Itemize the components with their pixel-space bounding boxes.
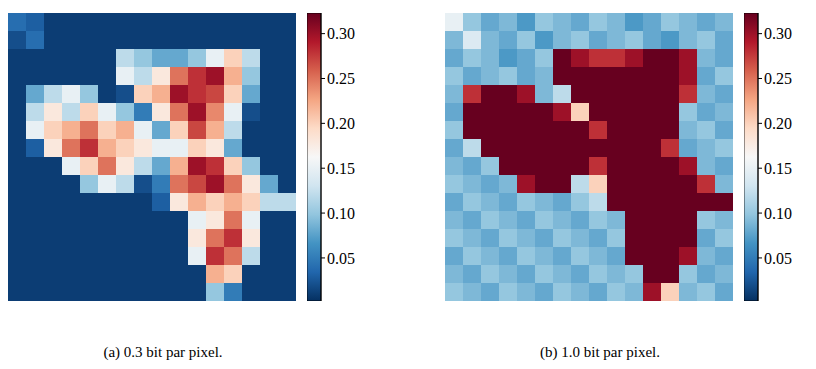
svg-text:0.30: 0.30 xyxy=(327,25,355,42)
svg-text:0.10: 0.10 xyxy=(327,205,355,222)
html-text:(a) 0.3 bit par pixel.: (a) 0.3 bit par pixel. xyxy=(103,344,223,360)
svg-text:0.20: 0.20 xyxy=(764,115,792,132)
svg-text:0.25: 0.25 xyxy=(327,70,355,87)
svg-text:0.15: 0.15 xyxy=(764,160,792,177)
svg-text:0.15: 0.15 xyxy=(327,160,355,177)
svg-text:0.20: 0.20 xyxy=(327,115,355,132)
svg-text:0.05: 0.05 xyxy=(764,250,792,267)
html-text:(b) 1.0 bit par pixel.: (b) 1.0 bit par pixel. xyxy=(540,344,660,360)
svg-text:0.25: 0.25 xyxy=(764,70,792,87)
svg-text:0.10: 0.10 xyxy=(764,205,792,222)
svg-text:0.05: 0.05 xyxy=(327,250,355,267)
svg-text:0.30: 0.30 xyxy=(764,25,792,42)
